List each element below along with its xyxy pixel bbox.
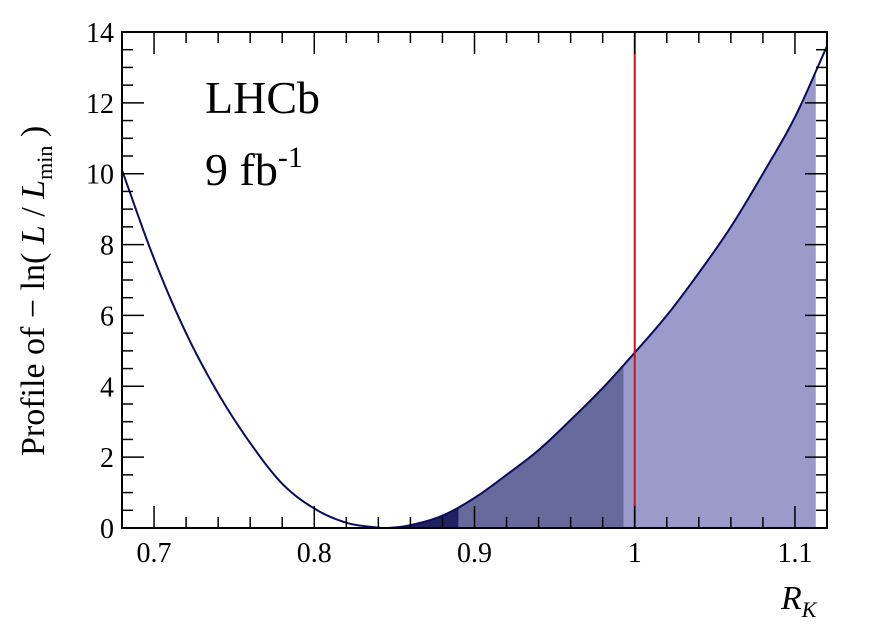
y-tick-label: 14 bbox=[86, 18, 114, 49]
y-axis-label-sub: min bbox=[32, 146, 57, 180]
y-tick-label: 10 bbox=[86, 160, 114, 191]
y-axis-label-slash: / bbox=[15, 199, 52, 225]
band-3 bbox=[623, 71, 816, 528]
x-tick-label: 0.7 bbox=[137, 538, 172, 569]
luminosity-label: 9 fb-1 bbox=[205, 141, 303, 195]
y-tick-label: 6 bbox=[100, 301, 114, 332]
y-axis-label-main: Profile of − ln( bbox=[15, 244, 52, 456]
y-tick-label: 8 bbox=[100, 231, 114, 262]
band-1 bbox=[387, 507, 459, 528]
luminosity-value: 9 fb bbox=[205, 144, 278, 195]
y-tick-label: 0 bbox=[100, 514, 114, 545]
luminosity-exponent: -1 bbox=[278, 141, 303, 174]
y-tick-label: 4 bbox=[100, 372, 114, 403]
x-axis-label-main: R bbox=[780, 580, 802, 617]
y-axis-label: Profile of − ln( L / Lmin ) bbox=[15, 126, 57, 456]
y-tick-label: 12 bbox=[86, 89, 114, 120]
x-tick-label: 0.8 bbox=[297, 538, 332, 569]
x-axis-label: RK bbox=[780, 580, 818, 622]
y-axis-label-L: L bbox=[15, 225, 52, 245]
x-tick-label: 1 bbox=[628, 538, 642, 569]
experiment-label: LHCb bbox=[205, 72, 320, 123]
band-2 bbox=[458, 365, 624, 528]
y-tick-label: 2 bbox=[100, 443, 114, 474]
x-tick-label: 0.9 bbox=[457, 538, 492, 569]
x-tick-label: 1.1 bbox=[777, 538, 812, 569]
likelihood-curve bbox=[121, 45, 828, 529]
axis-ticks bbox=[121, 31, 828, 529]
y-axis-label-Lmin: L bbox=[15, 180, 52, 200]
tick-labels: 0.7 0.8 0.9 1 1.1 0 2 4 6 8 10 12 14 bbox=[86, 18, 812, 569]
x-axis-label-sub: K bbox=[801, 597, 818, 622]
y-axis-label-close: ) bbox=[15, 126, 52, 146]
confidence-bands bbox=[387, 71, 816, 528]
